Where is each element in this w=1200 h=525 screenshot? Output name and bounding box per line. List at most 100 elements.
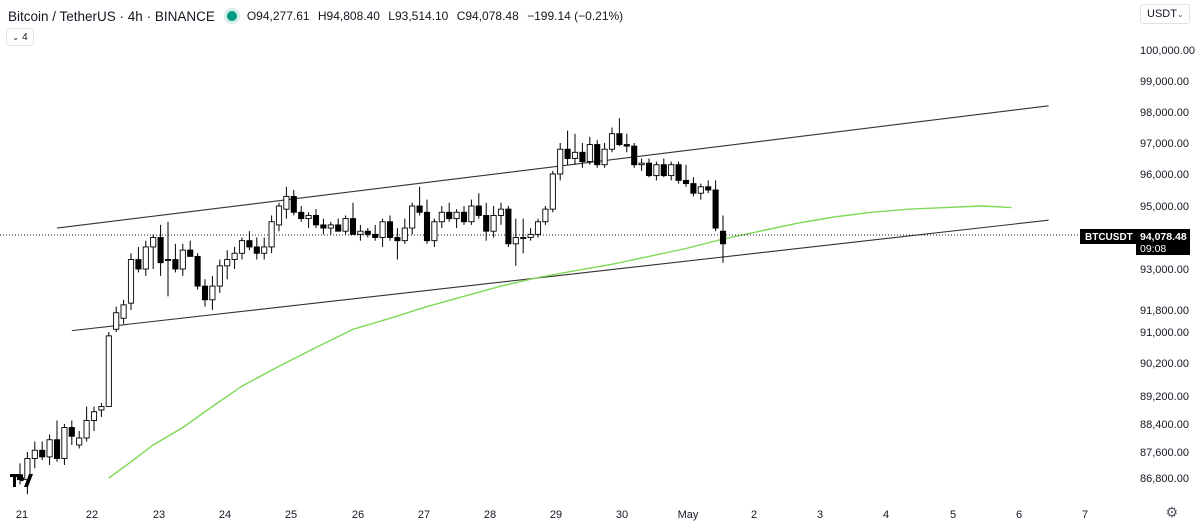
candle [335, 218, 342, 232]
candle-body [586, 144, 593, 163]
candle [705, 180, 712, 194]
candle [475, 193, 482, 219]
settings-gear-icon[interactable]: ⚙ [1165, 504, 1178, 520]
candle-body [601, 148, 608, 166]
time-axis[interactable]: 21 22 23 24 25 26 27 28 29 30 May 2 3 4 5 6 7 [16, 509, 1088, 521]
candle-body [105, 335, 112, 407]
candle [520, 218, 527, 254]
candle [90, 406, 98, 431]
candle [608, 127, 616, 153]
candle [187, 240, 194, 257]
candle-body [631, 145, 638, 166]
candle [113, 306, 120, 332]
candle-body [682, 179, 690, 185]
candle [623, 133, 630, 153]
candle [386, 215, 394, 241]
moving-average-line [108, 205, 1012, 479]
candle [423, 199, 431, 244]
candle-body [505, 208, 512, 245]
candle-body [216, 265, 223, 287]
candle [68, 420, 75, 445]
candle [542, 206, 549, 225]
candle-body [579, 151, 586, 163]
candle-body [298, 211, 305, 220]
candle-body [438, 211, 445, 223]
candle-body [53, 439, 61, 459]
candle [668, 161, 675, 181]
candle [549, 170, 556, 213]
trend-channel [56, 105, 1049, 332]
channel-upper-line [56, 105, 1049, 229]
candle [157, 224, 164, 276]
y-tick-label: 93,000.00 [1140, 264, 1189, 276]
tradingview-logo[interactable] [10, 474, 33, 487]
candle-body [187, 249, 194, 257]
y-tick-label: 87,600.00 [1140, 447, 1189, 459]
candle-body [120, 304, 127, 319]
candle-body [416, 205, 423, 213]
candle [460, 206, 468, 225]
candle [16, 463, 24, 485]
candle [579, 143, 586, 168]
candle-body [305, 214, 312, 220]
ohlc-high: H94,808.40 [317, 9, 380, 23]
candle [660, 158, 667, 178]
x-tick-label: 26 [352, 509, 364, 521]
candle-body [46, 439, 53, 458]
candle [372, 224, 379, 241]
candle [497, 202, 505, 225]
ohlc-close: C94,078.48 [456, 9, 519, 23]
x-tick-label: 30 [616, 509, 628, 521]
candle-body [327, 224, 334, 229]
candle [76, 431, 83, 449]
candle [327, 221, 334, 235]
candle-body [697, 186, 704, 194]
currency-select[interactable]: USDT ⌄ [1140, 4, 1190, 24]
candle-body [164, 259, 172, 261]
candle-body [616, 133, 623, 145]
candle [179, 243, 186, 276]
candle-body [623, 144, 630, 147]
candle [675, 161, 682, 184]
candle-body [446, 211, 453, 220]
price-axis[interactable]: 100,000.00 99,000.00 98,000.00 97,000.00 96,… [1140, 45, 1195, 485]
candle-body [512, 237, 519, 245]
currency-label: USDT [1147, 8, 1177, 20]
candle [83, 406, 90, 442]
candle [719, 215, 727, 263]
candle-body [490, 214, 497, 232]
candle [342, 215, 349, 235]
candle-body [549, 173, 556, 210]
candle [594, 139, 601, 168]
candle-body [224, 259, 231, 267]
candle [534, 218, 542, 238]
candle [120, 299, 127, 324]
y-tick-label: 100,000.00 [1140, 45, 1195, 57]
candle-body [527, 233, 534, 238]
candle [349, 202, 357, 235]
symbol-title[interactable]: Bitcoin / TetherUS · 4h · BINANCE [8, 8, 215, 24]
indicator-toggle-button[interactable]: ⌄ 4 [6, 28, 34, 46]
candle [150, 234, 157, 269]
candle-body [608, 133, 616, 150]
y-tick-label: 96,000.00 [1140, 169, 1189, 181]
y-tick-label: 91,000.00 [1140, 327, 1189, 339]
candle [209, 275, 216, 310]
candle-body [83, 420, 90, 439]
candle [453, 209, 460, 229]
candle [631, 143, 638, 168]
candle [164, 221, 172, 297]
candle-body [668, 164, 675, 177]
candle [394, 228, 401, 260]
x-tick-label: 24 [219, 509, 231, 521]
candle [431, 218, 438, 247]
candle-body [534, 221, 542, 235]
candle-body [61, 427, 68, 459]
candle [224, 250, 231, 280]
candle-body [194, 255, 201, 287]
candle [490, 206, 497, 238]
candle [645, 158, 653, 178]
ohlc-change: −199.14 (−0.21%) [527, 9, 624, 23]
candle-body [520, 237, 527, 239]
